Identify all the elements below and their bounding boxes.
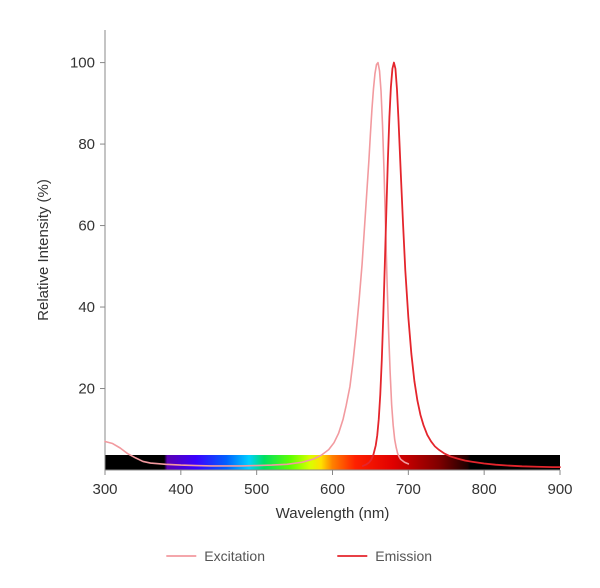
x-tick-label: 800	[472, 481, 497, 498]
legend-label: Excitation	[204, 548, 265, 564]
legend-label: Emission	[375, 548, 432, 564]
x-tick-label: 600	[320, 481, 345, 498]
x-tick-label: 500	[244, 481, 269, 498]
y-tick-label: 80	[78, 136, 95, 153]
x-tick-label: 300	[92, 481, 117, 498]
y-axis-label: Relative Intensity (%)	[35, 179, 52, 321]
y-tick-label: 100	[70, 55, 95, 72]
x-tick-label: 700	[396, 481, 421, 498]
y-tick-label: 40	[78, 299, 95, 316]
chart-svg: 20 40 60 80 100 300 400 500 600 700 800 900 Waveleng…	[0, 0, 600, 588]
y-tick-label: 20	[78, 381, 95, 398]
spectrum-chart: 20 40 60 80 100 300 400 500 600 700 800 900 Waveleng…	[0, 0, 600, 588]
y-tick-label: 60	[78, 218, 95, 235]
x-tick-label: 400	[168, 481, 193, 498]
chart-background	[0, 0, 600, 588]
x-tick-label: 900	[547, 481, 572, 498]
x-axis-label: Wavelength (nm)	[276, 505, 390, 522]
visible-spectrum-band	[105, 455, 560, 470]
